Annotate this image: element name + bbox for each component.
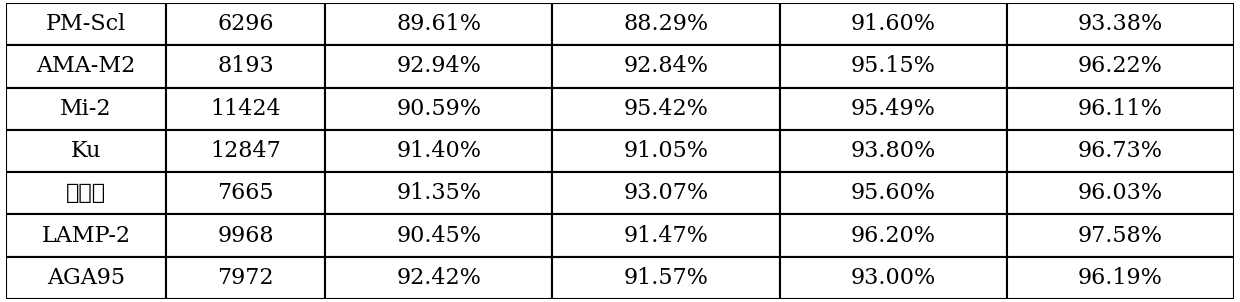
- Text: 95.49%: 95.49%: [851, 98, 935, 120]
- Text: 96.20%: 96.20%: [851, 225, 936, 246]
- Text: 7665: 7665: [217, 182, 274, 204]
- Text: 90.45%: 90.45%: [397, 225, 481, 246]
- Bar: [166, 214, 325, 257]
- Bar: [1007, 88, 1234, 130]
- Text: 6296: 6296: [217, 13, 274, 35]
- Text: 8193: 8193: [217, 56, 274, 77]
- Bar: [6, 45, 166, 88]
- Text: AMA-M2: AMA-M2: [36, 56, 135, 77]
- Text: 11424: 11424: [211, 98, 281, 120]
- Text: AGA95: AGA95: [47, 267, 125, 289]
- Text: 91.35%: 91.35%: [397, 182, 481, 204]
- Bar: [325, 257, 553, 299]
- Bar: [553, 88, 780, 130]
- Bar: [325, 88, 553, 130]
- Bar: [553, 172, 780, 214]
- Text: 93.38%: 93.38%: [1078, 13, 1163, 35]
- Bar: [780, 130, 1007, 172]
- Text: 7972: 7972: [217, 267, 274, 289]
- Text: 91.60%: 91.60%: [851, 13, 936, 35]
- Bar: [780, 257, 1007, 299]
- Text: 92.84%: 92.84%: [624, 56, 708, 77]
- Text: 12847: 12847: [211, 140, 281, 162]
- Text: 91.40%: 91.40%: [397, 140, 481, 162]
- Text: 93.07%: 93.07%: [624, 182, 708, 204]
- Bar: [780, 172, 1007, 214]
- Text: 核小体: 核小体: [66, 182, 107, 204]
- Bar: [553, 130, 780, 172]
- Text: 92.94%: 92.94%: [397, 56, 481, 77]
- Bar: [6, 257, 166, 299]
- Text: 96.11%: 96.11%: [1078, 98, 1163, 120]
- Bar: [6, 88, 166, 130]
- Text: Ku: Ku: [71, 140, 102, 162]
- Bar: [6, 172, 166, 214]
- Bar: [166, 45, 325, 88]
- Bar: [1007, 3, 1234, 45]
- Bar: [1007, 172, 1234, 214]
- Text: 89.61%: 89.61%: [397, 13, 481, 35]
- Text: 97.58%: 97.58%: [1078, 225, 1163, 246]
- Bar: [166, 3, 325, 45]
- Text: 91.05%: 91.05%: [624, 140, 708, 162]
- Bar: [325, 3, 553, 45]
- Bar: [325, 130, 553, 172]
- Text: 88.29%: 88.29%: [624, 13, 708, 35]
- Text: 93.80%: 93.80%: [851, 140, 936, 162]
- Bar: [166, 172, 325, 214]
- Bar: [6, 214, 166, 257]
- Bar: [553, 214, 780, 257]
- Text: 91.57%: 91.57%: [624, 267, 708, 289]
- Text: 95.15%: 95.15%: [851, 56, 935, 77]
- Bar: [166, 130, 325, 172]
- Bar: [1007, 257, 1234, 299]
- Bar: [166, 257, 325, 299]
- Text: 96.03%: 96.03%: [1078, 182, 1163, 204]
- Text: 95.42%: 95.42%: [624, 98, 708, 120]
- Text: LAMP-2: LAMP-2: [41, 225, 130, 246]
- Text: 93.00%: 93.00%: [851, 267, 936, 289]
- Bar: [553, 257, 780, 299]
- Bar: [780, 88, 1007, 130]
- Bar: [553, 3, 780, 45]
- Text: 9968: 9968: [217, 225, 274, 246]
- Bar: [325, 45, 553, 88]
- Text: 95.60%: 95.60%: [851, 182, 936, 204]
- Bar: [553, 45, 780, 88]
- Bar: [1007, 45, 1234, 88]
- Text: 91.47%: 91.47%: [624, 225, 708, 246]
- Bar: [6, 130, 166, 172]
- Bar: [1007, 130, 1234, 172]
- Text: 96.73%: 96.73%: [1078, 140, 1163, 162]
- Bar: [780, 214, 1007, 257]
- Text: 90.59%: 90.59%: [397, 98, 481, 120]
- Text: PM-Scl: PM-Scl: [46, 13, 126, 35]
- Bar: [780, 45, 1007, 88]
- Bar: [780, 3, 1007, 45]
- Text: Mi-2: Mi-2: [61, 98, 112, 120]
- Bar: [6, 3, 166, 45]
- Bar: [325, 214, 553, 257]
- Text: 96.22%: 96.22%: [1078, 56, 1163, 77]
- Bar: [325, 172, 553, 214]
- Text: 92.42%: 92.42%: [397, 267, 481, 289]
- Bar: [166, 88, 325, 130]
- Bar: [1007, 214, 1234, 257]
- Text: 96.19%: 96.19%: [1078, 267, 1163, 289]
